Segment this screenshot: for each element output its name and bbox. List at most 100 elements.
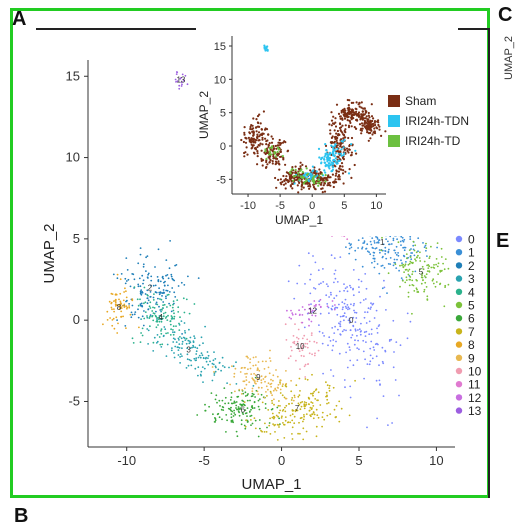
data-point (389, 263, 392, 265)
data-point (115, 303, 117, 306)
data-point (258, 408, 261, 411)
data-point (310, 320, 313, 323)
data-point (318, 283, 320, 286)
data-point (375, 355, 378, 358)
data-point (191, 346, 193, 349)
legend-label-5: 5 (468, 299, 475, 313)
inset-data-point (321, 187, 324, 190)
data-point (423, 290, 425, 293)
inset-data-point (270, 141, 274, 144)
data-point (314, 389, 317, 391)
data-point (133, 313, 136, 316)
data-point (428, 257, 431, 259)
inset-data-point (340, 168, 343, 171)
data-point (382, 395, 385, 397)
data-point (232, 415, 235, 417)
inset-data-point (294, 171, 297, 174)
data-point (213, 371, 215, 373)
data-point (298, 309, 300, 312)
data-point (308, 303, 310, 306)
data-point (428, 270, 431, 273)
data-point (250, 419, 252, 421)
data-point (170, 349, 173, 352)
data-point (283, 423, 286, 426)
inset-data-point (360, 106, 363, 109)
inset-data-point (250, 137, 253, 140)
data-point (405, 253, 408, 256)
data-point (278, 400, 280, 402)
inset-data-point (336, 155, 339, 158)
inset-data-point (324, 174, 327, 177)
inset-data-point (295, 178, 298, 181)
data-point (440, 247, 443, 250)
data-point (365, 341, 367, 343)
data-point (130, 311, 133, 314)
data-point (369, 347, 372, 350)
data-point (366, 243, 369, 246)
data-point (361, 265, 364, 268)
data-point (381, 249, 384, 252)
data-point (224, 396, 227, 399)
inset-data-point (249, 141, 253, 144)
data-point (183, 311, 186, 314)
inset-x-tick-label: -5 (275, 200, 285, 212)
inset-data-point (326, 153, 329, 156)
data-point (252, 385, 255, 387)
inset-data-point (276, 157, 279, 160)
data-point (220, 369, 223, 372)
data-point (115, 293, 117, 296)
data-point (111, 319, 114, 321)
data-point (349, 396, 352, 399)
data-point (294, 410, 297, 413)
data-point (234, 367, 237, 370)
data-point (140, 318, 143, 320)
data-point (305, 430, 308, 433)
data-point (444, 286, 446, 288)
inset-data-point (255, 126, 258, 129)
data-point (423, 288, 426, 291)
data-point (200, 352, 203, 355)
data-point (193, 303, 196, 305)
inset-data-point (300, 188, 303, 191)
data-point (181, 73, 184, 76)
data-point (315, 425, 318, 428)
data-point (147, 272, 150, 275)
inset-data-point (260, 149, 263, 152)
data-point (303, 401, 306, 403)
cluster-label-5: 5 (419, 267, 424, 276)
inset-data-point (270, 153, 273, 156)
inset-data-point (302, 182, 305, 185)
data-point (192, 346, 195, 348)
data-point (436, 246, 438, 249)
inset-data-point (346, 149, 349, 152)
data-point (157, 324, 159, 326)
data-point (373, 260, 376, 263)
data-point (403, 246, 406, 249)
data-point (162, 289, 165, 291)
data-point (329, 291, 332, 294)
data-point (267, 388, 269, 391)
data-point (244, 391, 247, 394)
inset-data-point (367, 114, 370, 117)
data-point (290, 379, 292, 382)
data-point (369, 308, 372, 310)
data-point (159, 314, 162, 317)
data-point (170, 273, 173, 276)
data-point (392, 264, 395, 267)
data-point (411, 279, 414, 282)
data-point (185, 342, 188, 345)
inset-data-point (337, 174, 341, 177)
inset-data-point (334, 159, 337, 162)
data-point (345, 351, 347, 354)
data-point (270, 378, 272, 381)
data-point (380, 265, 383, 267)
data-point (272, 379, 274, 382)
data-point (348, 346, 351, 349)
inset-data-point (315, 170, 318, 173)
data-point (273, 398, 275, 401)
data-point (369, 360, 372, 363)
inset-data-point (268, 161, 271, 164)
inset-data-point (265, 165, 268, 169)
data-point (336, 306, 339, 309)
data-point (151, 314, 154, 317)
